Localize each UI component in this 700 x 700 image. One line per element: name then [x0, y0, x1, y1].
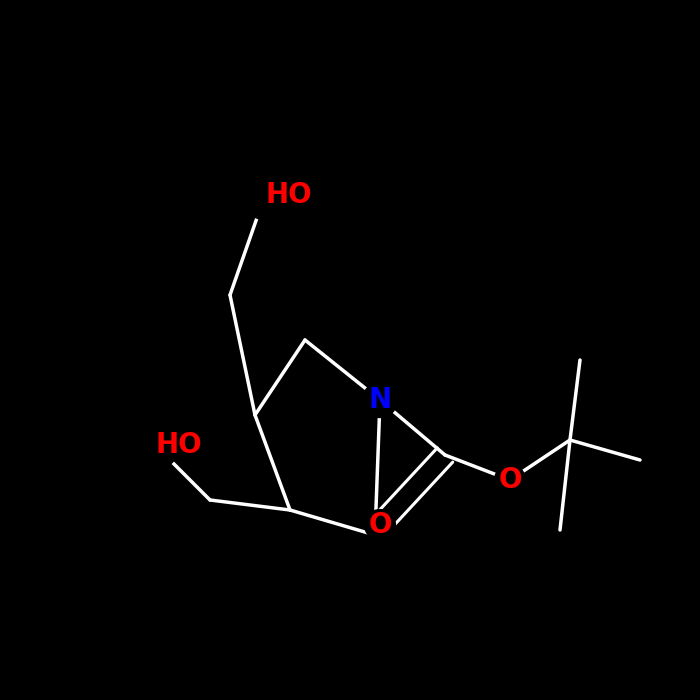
Circle shape [495, 465, 526, 496]
Text: O: O [498, 466, 522, 494]
Text: HO: HO [155, 431, 202, 459]
Circle shape [241, 171, 290, 220]
Text: N: N [368, 386, 391, 414]
Text: O: O [368, 511, 392, 539]
Text: HO: HO [265, 181, 312, 209]
Circle shape [363, 382, 398, 417]
Circle shape [130, 421, 179, 470]
Circle shape [365, 510, 395, 540]
